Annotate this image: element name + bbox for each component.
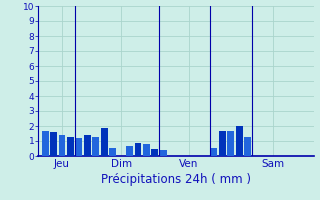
Bar	[151, 149, 158, 156]
Bar	[244, 137, 251, 156]
Bar	[50, 132, 57, 156]
X-axis label: Précipitations 24h ( mm ): Précipitations 24h ( mm )	[101, 173, 251, 186]
Bar	[211, 148, 218, 156]
Bar	[126, 146, 133, 156]
Bar	[59, 135, 66, 156]
Bar	[92, 137, 99, 156]
Bar	[109, 148, 116, 156]
Bar	[228, 131, 234, 156]
Bar	[84, 135, 91, 156]
Bar	[160, 150, 167, 156]
Bar	[42, 130, 49, 156]
Bar	[134, 143, 141, 156]
Bar	[236, 126, 243, 156]
Bar	[143, 144, 150, 156]
Bar	[76, 138, 82, 156]
Bar	[101, 128, 108, 156]
Bar	[219, 131, 226, 156]
Bar	[67, 137, 74, 156]
